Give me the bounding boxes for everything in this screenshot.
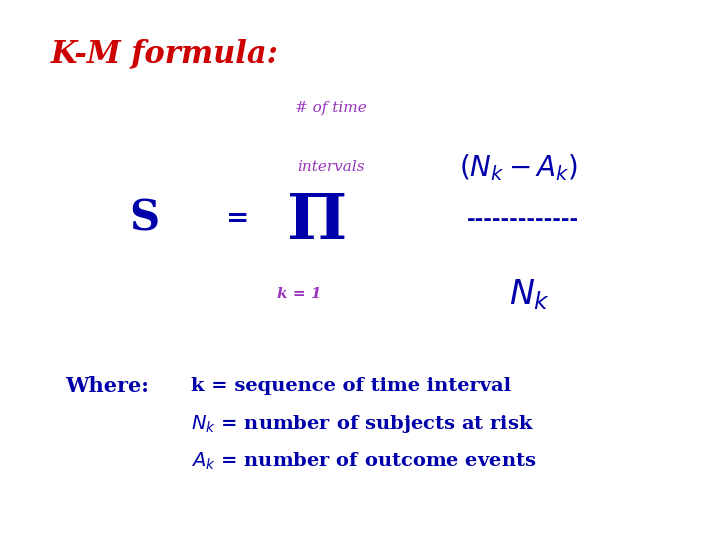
Text: Where:: Where: xyxy=(65,376,148,396)
Text: Π: Π xyxy=(287,191,347,252)
Text: S: S xyxy=(129,198,159,240)
Text: # of time: # of time xyxy=(295,101,367,115)
Text: k = sequence of time interval: k = sequence of time interval xyxy=(191,377,511,395)
Text: $(N_k - A_k)$: $(N_k - A_k)$ xyxy=(459,152,578,183)
Text: $N_k$ = number of subjects at risk: $N_k$ = number of subjects at risk xyxy=(191,413,534,435)
Text: $A_k$ = number of outcome events: $A_k$ = number of outcome events xyxy=(191,451,536,472)
Text: K-M formula:: K-M formula: xyxy=(50,38,278,69)
Text: k = 1: k = 1 xyxy=(276,287,321,301)
Text: $N_k$: $N_k$ xyxy=(508,277,550,312)
Text: -------------: ------------- xyxy=(467,208,579,229)
Text: =: = xyxy=(226,205,249,232)
Text: intervals: intervals xyxy=(297,160,365,174)
